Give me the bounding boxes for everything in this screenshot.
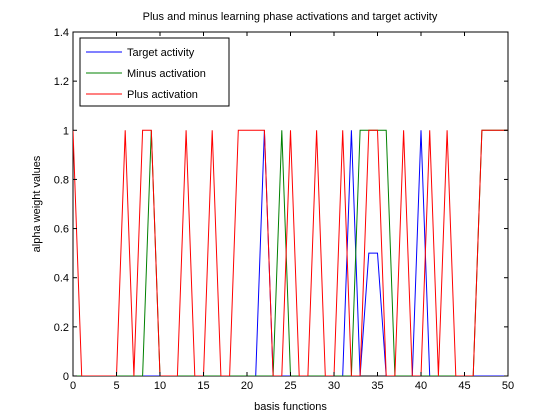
x-tick-label: 0 [70,380,76,392]
legend-box [79,37,230,107]
y-axis-label: alpha weight values [31,155,43,252]
x-tick-label: 10 [154,380,166,392]
legend-entry: Minus activation [127,68,206,80]
x-tick-label: 35 [371,380,383,392]
y-tick-label: 1.4 [54,27,69,39]
x-tick-label: 20 [241,380,253,392]
x-tick-label: 30 [328,380,340,392]
legend-entry: Plus activation [127,89,198,101]
x-tick-label: 40 [415,380,427,392]
chart-title: Plus and minus learning phase activation… [143,11,438,23]
x-axis-ticks: 0 5 10 15 20 25 30 35 40 45 50 [70,32,514,392]
legend-entry: Target activity [127,47,195,59]
y-tick-label: 1.2 [54,76,69,88]
series-line-2 [73,129,508,376]
y-tick-label: 0.6 [54,224,69,236]
y-axis-ticks: 0 0.2 0.4 0.6 0.8 1 1.2 1.4 [54,27,508,383]
series-line-1 [73,129,508,376]
series-layer [73,129,508,376]
y-tick-label: 0.4 [54,273,69,285]
y-tick-label: 0 [63,371,69,383]
x-tick-label: 5 [113,380,119,392]
x-tick-label: 50 [502,380,514,392]
y-tick-label: 0.8 [54,174,69,186]
x-tick-label: 15 [197,380,209,392]
x-tick-label: 45 [458,380,470,392]
x-tick-label: 25 [284,380,296,392]
x-axis-label: basis functions [254,401,327,413]
legend: Target activity Minus activation Plus acti… [79,37,230,107]
y-tick-label: 0.2 [54,322,69,334]
y-tick-label: 1 [63,125,69,137]
